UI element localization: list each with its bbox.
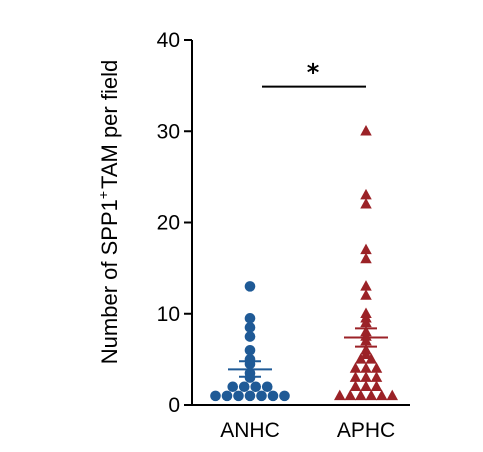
data-point-aphc (360, 243, 372, 255)
data-point-anhc (244, 313, 256, 324)
significance-annotation: * (262, 59, 366, 88)
data-point-anhc (261, 381, 273, 393)
data-point-aphc (360, 312, 372, 323)
data-point-anhc (210, 390, 221, 402)
data-point-aphc (360, 252, 372, 264)
y-axis-title: Number of SPP1+ TAM per field (95, 60, 122, 364)
mean-sem-bars (228, 327, 388, 378)
data-point-aphc (360, 280, 372, 291)
y-tick-label: 30 (157, 120, 180, 143)
data-point-aphc (360, 362, 372, 373)
data-point-anhc (279, 390, 290, 402)
x-tick-label: ANHC (220, 419, 280, 442)
data-point-anhc (227, 381, 239, 393)
data-point-aphc (349, 371, 362, 382)
data-point-anhc (233, 390, 244, 402)
data-point-aphc (360, 380, 372, 391)
data-point-anhc (238, 381, 250, 393)
data-point-aphc (334, 389, 346, 401)
data-point-anhc (244, 281, 256, 292)
y-axis: 0 10 20 30 40 (157, 29, 193, 417)
data-point-aphc (360, 188, 372, 200)
data-point-anhc (244, 344, 256, 356)
data-point-aphc (349, 380, 362, 391)
data-point-aphc (386, 389, 398, 401)
y-tick-label: 40 (157, 29, 180, 52)
data-point-aphc (355, 389, 367, 401)
data-point-aphc (370, 380, 383, 391)
y-tick-label: 20 (157, 212, 180, 235)
data-points (210, 124, 398, 402)
y-tick-label: 0 (168, 394, 180, 417)
y-axis-title-rest: TAM per field (97, 60, 122, 189)
data-point-anhc (267, 390, 279, 402)
data-point-aphc (365, 389, 377, 401)
data-point-anhc (244, 331, 256, 342)
data-point-anhc (244, 322, 256, 333)
y-axis-title-main: Number of SPP1 (97, 199, 122, 364)
data-point-anhc (221, 390, 233, 402)
data-point-anhc (250, 381, 262, 393)
data-point-aphc (344, 389, 356, 401)
data-point-aphc (349, 362, 362, 373)
y-tick-label: 10 (157, 303, 180, 326)
x-tick-label: APHC (337, 419, 395, 442)
data-point-aphc (370, 362, 383, 373)
data-point-aphc (370, 371, 383, 382)
data-point-anhc (256, 390, 267, 402)
y-axis-title-superscript: + (95, 191, 111, 199)
data-point-aphc (360, 348, 372, 360)
data-point-aphc (360, 371, 372, 382)
significance-star: * (307, 59, 320, 87)
x-axis: ANHC APHC (192, 404, 410, 442)
data-point-aphc (360, 289, 372, 300)
data-point-aphc (360, 124, 372, 136)
data-point-aphc (376, 389, 388, 401)
data-point-anhc (244, 390, 256, 402)
data-point-aphc (360, 197, 372, 209)
